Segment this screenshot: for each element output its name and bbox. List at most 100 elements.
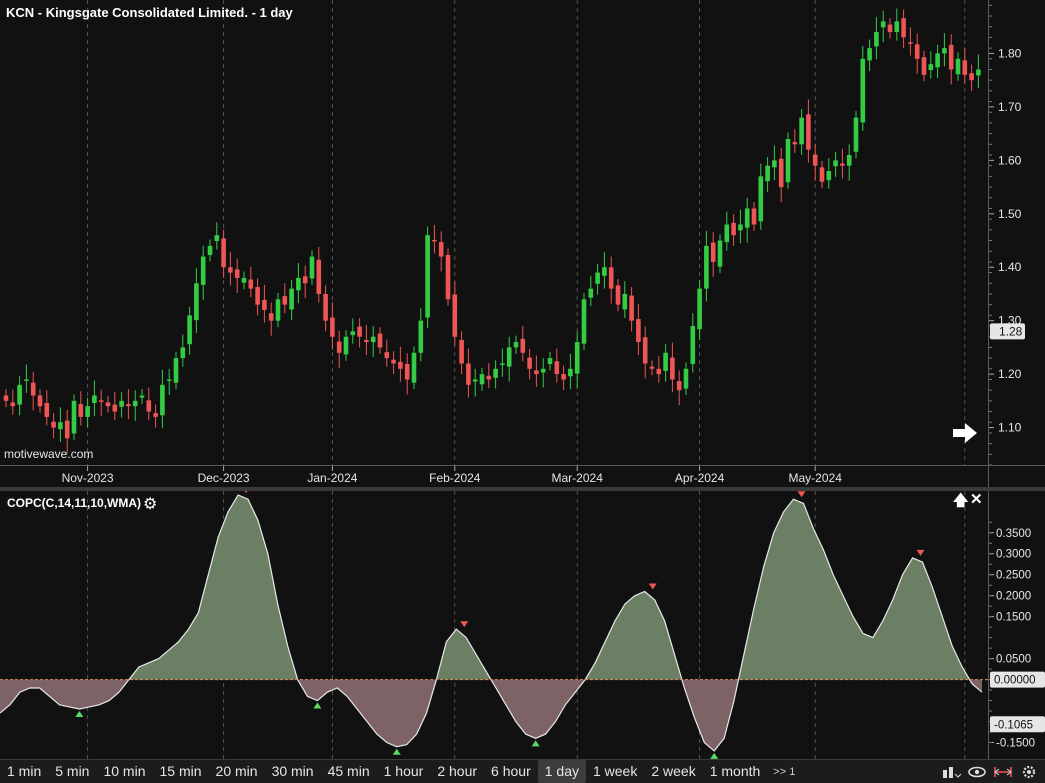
candle-body — [438, 242, 444, 257]
candle-body — [58, 422, 63, 430]
indicator-tick-label: 0.2000 — [996, 591, 1031, 603]
candle-body — [85, 406, 90, 417]
candle-body — [268, 313, 274, 321]
candle-body — [248, 279, 254, 289]
candle-body — [942, 48, 947, 54]
date-axis[interactable]: Nov-2023 Dec-2023 Jan-2024 Feb-2024 Mar-2024… — [0, 465, 988, 488]
move-up-icon[interactable]: 🡅 — [953, 492, 969, 509]
candle-body — [112, 404, 118, 412]
candle-body — [819, 167, 825, 182]
candle-body — [799, 117, 804, 145]
timeframe-20min[interactable]: 20 min — [215, 763, 258, 779]
timeframe-10min[interactable]: 10 min — [103, 763, 146, 779]
candle-body — [166, 379, 172, 381]
timeframe-2hour[interactable]: 2 hour — [437, 763, 478, 779]
price-tick-label: 1.70 — [998, 100, 1022, 114]
candle-body — [554, 361, 560, 375]
candle-body — [398, 361, 403, 369]
candle-body — [595, 272, 600, 284]
candle-body — [289, 288, 294, 310]
price-chart-pane[interactable] — [0, 0, 988, 465]
candle-body — [513, 342, 519, 348]
price-axis[interactable]: 1.10 1.20 1.30 1.40 1.50 1.60 1.70 1.80 1.28 — [988, 0, 1045, 466]
candle-body — [765, 165, 770, 182]
last-price-tag — [990, 323, 1025, 340]
pane-divider[interactable] — [0, 487, 1045, 491]
candle-body — [207, 245, 213, 255]
indicator-title[interactable]: COPC(C,14,11,10,WMA) — [7, 496, 142, 510]
candle-body — [812, 154, 818, 166]
candle-body — [676, 381, 682, 391]
indicator-chart[interactable] — [0, 487, 988, 759]
timeframe-1min[interactable]: 1 min — [7, 763, 42, 779]
indicator-pane[interactable] — [0, 487, 988, 759]
close-icon[interactable]: ✕ — [970, 491, 983, 508]
candle-body — [309, 256, 315, 279]
settings-icon[interactable] — [1019, 764, 1039, 780]
candle-body — [561, 374, 566, 380]
last-value-label: -0.1065 — [994, 719, 1033, 731]
candle-body — [214, 235, 220, 242]
indicator-axis[interactable]: -0.1500 0.0500 0.1500 0.2000 0.2500 0.3000 0.3… — [988, 491, 1045, 759]
indicator-tick-label: 0.0500 — [996, 654, 1031, 666]
indicator-axis-svg: -0.1500 0.0500 0.1500 0.2000 0.2500 0.3000 0.3… — [989, 521, 1045, 750]
candle-body — [547, 358, 553, 364]
more-timeframes-button[interactable]: >> 1 — [773, 765, 796, 778]
chart-type-icon[interactable] — [941, 764, 961, 780]
price-axis-svg: 1.101.201.301.401.501.601.701.801.28 — [989, 4, 1025, 466]
candle-body — [255, 287, 260, 305]
gear-icon[interactable]: ⚙ — [143, 496, 158, 513]
peak-marker — [797, 491, 806, 498]
bar-scale-icon[interactable] — [993, 764, 1013, 780]
candle-body — [581, 299, 587, 344]
indicator-tick-label: 0.3000 — [996, 549, 1031, 561]
peak-marker — [648, 583, 657, 590]
date-tick-label: Apr-2024 — [675, 471, 725, 485]
candle-body — [200, 256, 206, 285]
timeframe-1day[interactable]: 1 day — [537, 760, 586, 783]
candle-body — [833, 160, 838, 167]
candle-body — [853, 117, 859, 152]
trough-marker — [75, 710, 84, 717]
timeframe-2week[interactable]: 2 week — [651, 763, 696, 779]
timeframe-1week[interactable]: 1 week — [592, 763, 638, 779]
zero-value-tag — [990, 671, 1045, 688]
price-tick-label: 1.20 — [998, 367, 1022, 381]
candle-body — [323, 293, 328, 321]
date-tick-label: Feb-2024 — [429, 471, 481, 485]
candle-body — [24, 379, 29, 381]
candle-body — [744, 208, 750, 228]
candle-body — [234, 269, 240, 278]
scroll-to-end-icon[interactable] — [950, 418, 980, 448]
timeframe-45min[interactable]: 45 min — [327, 763, 370, 779]
candle-body — [622, 293, 628, 310]
candle-body — [262, 299, 267, 310]
candle-body — [160, 384, 165, 416]
candle-body — [588, 288, 594, 298]
candle-body — [194, 283, 199, 321]
candle-body — [132, 400, 138, 407]
candle-body — [146, 400, 152, 412]
timeframe-5min[interactable]: 5 min — [55, 763, 90, 779]
candle-body — [418, 320, 424, 353]
candle-body — [969, 73, 974, 81]
timeframe-6hour[interactable]: 6 hour — [491, 763, 531, 779]
timeframe-1month[interactable]: 1 month — [709, 763, 761, 779]
candle-body — [962, 60, 968, 75]
axis-corner — [988, 465, 1045, 488]
candle-body — [180, 347, 186, 359]
candle-body — [126, 404, 131, 407]
candle-body — [758, 176, 764, 222]
timeframe-1hour[interactable]: 1 hour — [383, 763, 424, 779]
candle-body — [751, 208, 757, 225]
candle-body — [846, 155, 852, 166]
eye-icon[interactable] — [967, 764, 987, 780]
candle-body — [391, 359, 396, 364]
candle-body — [364, 339, 369, 343]
candle-body — [663, 352, 668, 371]
timeframe-15min[interactable]: 15 min — [159, 763, 202, 779]
timeframe-30min[interactable]: 30 min — [271, 763, 314, 779]
price-chart[interactable] — [0, 0, 988, 465]
candle-body — [540, 368, 546, 373]
candle-body — [717, 240, 723, 267]
